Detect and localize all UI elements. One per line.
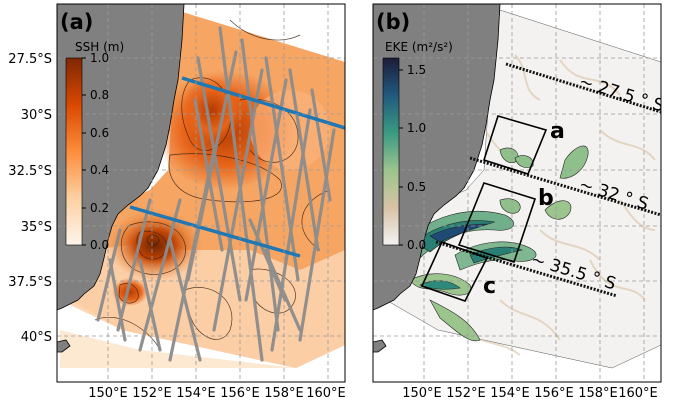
ssh-tick: 0.8 bbox=[90, 88, 109, 102]
lon-tick: 154°E bbox=[490, 386, 530, 401]
panel-a bbox=[57, 4, 345, 382]
lat-axis: 27.5°S 30°S 32.5°S 35°S 37.5°S 40°S bbox=[8, 52, 52, 345]
section-line-27-5 bbox=[505, 62, 661, 114]
panel-b-frame bbox=[372, 3, 662, 383]
box-b-label: b bbox=[538, 186, 554, 211]
ssh-tick: 0.2 bbox=[90, 201, 109, 215]
ssh-colorbar-ticks: 1.0 0.8 0.6 0.4 0.2 0.0 bbox=[82, 51, 109, 252]
eke-colorbar: EKE (m²/s²) 1.5 1.0 0.5 0.0 bbox=[382, 40, 453, 252]
lon-tick: 158°E bbox=[264, 386, 304, 401]
land-a bbox=[57, 4, 185, 311]
box-a bbox=[482, 115, 548, 175]
section-line-north bbox=[181, 76, 345, 130]
ssh-colorbar-title: SSH (m) bbox=[75, 40, 124, 54]
lon-tick: 160°E bbox=[306, 386, 346, 401]
section-line-south bbox=[129, 205, 301, 258]
ssh-tick: 0.4 bbox=[90, 163, 109, 177]
lon-tick: 152°E bbox=[132, 386, 172, 401]
eke-tick: 0.0 bbox=[407, 238, 426, 252]
lon-tick: 156°E bbox=[220, 386, 260, 401]
land-b bbox=[373, 4, 501, 311]
panel-a-frame bbox=[56, 3, 346, 383]
box-a-label: a bbox=[550, 119, 565, 144]
lat-tick: 40°S bbox=[21, 330, 52, 345]
eke-tick: 1.0 bbox=[407, 121, 426, 135]
ssh-colorbar: SSH (m) 1.0 0.8 0.6 0.4 0.2 0.0 bbox=[65, 40, 124, 252]
eke-colorbar-ticks: 1.5 1.0 0.5 0.0 bbox=[399, 63, 426, 252]
lon-tick: 152°E bbox=[446, 386, 486, 401]
ssh-tick: 0.6 bbox=[90, 126, 109, 140]
panel-b-label: (b) bbox=[376, 10, 410, 34]
lat-tick: 27.5°S bbox=[8, 52, 52, 67]
lon-tick: 156°E bbox=[534, 386, 574, 401]
lat-tick: 32.5°S bbox=[8, 164, 52, 179]
panel-b: ~ 27.5 ° S ~ 32 ° S ~ 35.5 ° S a b c bbox=[373, 4, 661, 382]
box-c bbox=[420, 241, 489, 302]
lon-axis-b: 150°E 152°E 154°E 156°E 158°E 160°E bbox=[402, 386, 658, 401]
lat-tick: 30°S bbox=[21, 108, 52, 123]
box-b bbox=[457, 182, 537, 263]
lat-tick: 37.5°S bbox=[8, 275, 52, 290]
panel-a-label: (a) bbox=[60, 10, 93, 34]
box-c-label: c bbox=[483, 274, 496, 299]
lon-axis-a: 150°E 152°E 154°E 156°E 158°E 160°E bbox=[88, 386, 346, 401]
lon-tick: 150°E bbox=[88, 386, 128, 401]
lon-tick: 160°E bbox=[618, 386, 658, 401]
eke-colorbar-title: EKE (m²/s²) bbox=[385, 40, 453, 54]
eke-tick: 1.5 bbox=[407, 63, 426, 77]
lat-tick: 35°S bbox=[21, 220, 52, 235]
eke-tick: 0.5 bbox=[407, 180, 426, 194]
lon-tick: 150°E bbox=[402, 386, 442, 401]
lon-tick: 154°E bbox=[176, 386, 216, 401]
ssh-tick: 1.0 bbox=[90, 51, 109, 65]
section-line-32 bbox=[469, 156, 661, 217]
ssh-tick: 0.0 bbox=[90, 238, 109, 252]
lon-tick: 158°E bbox=[578, 386, 618, 401]
